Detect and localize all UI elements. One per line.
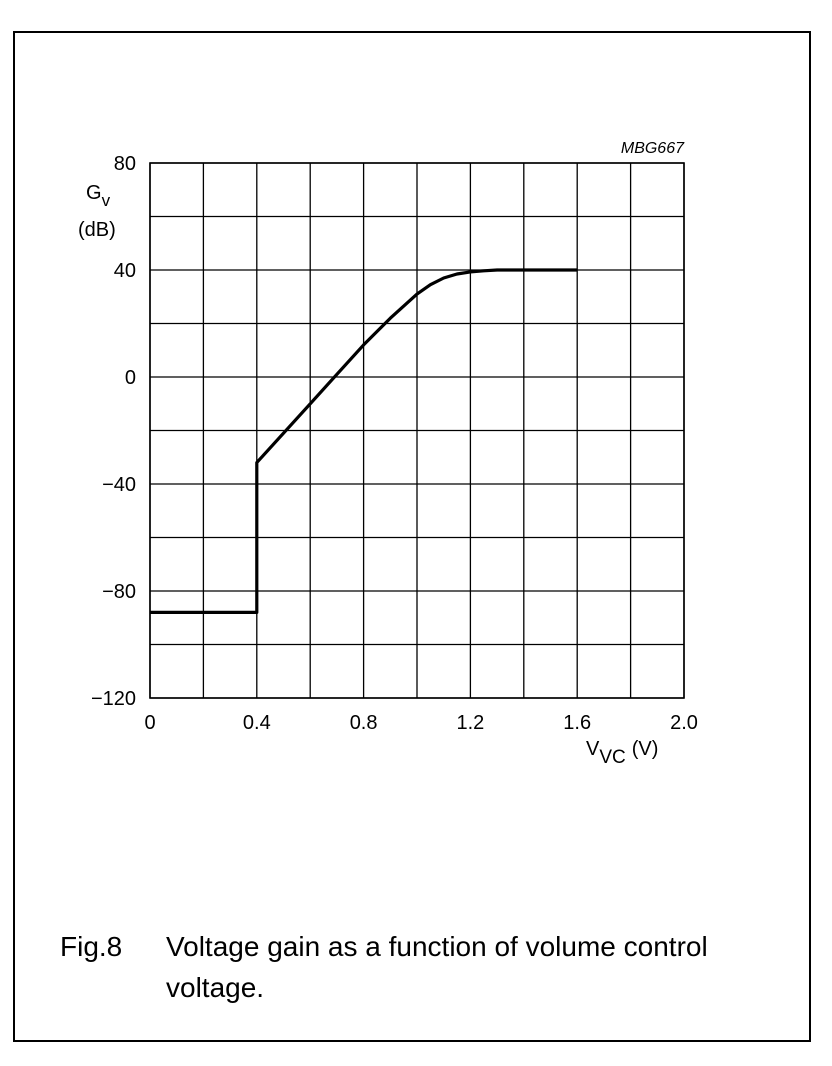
- x-axis-label-main: V: [586, 738, 600, 760]
- y-tick-label: 40: [114, 260, 136, 282]
- caption-text: Voltage gain as a function of volume con…: [166, 931, 708, 1003]
- figure-code: MBG667: [621, 140, 685, 157]
- x-axis-label: VVC (V): [586, 738, 658, 768]
- y-axis-label-subscript: v: [102, 191, 111, 210]
- x-tick-label: 0.4: [243, 712, 271, 734]
- x-tick-label: 1.6: [563, 712, 591, 734]
- y-tick-label: 80: [114, 153, 136, 175]
- x-tick-label: 0.8: [350, 712, 378, 734]
- chart-grid: [149, 162, 685, 699]
- figure-frame: [13, 31, 811, 1042]
- y-tick-label: 0: [125, 367, 136, 389]
- plot-area-border: [149, 162, 685, 699]
- x-tick-labels: 0 0.4 0.8 1.2 1.6 2.0: [144, 712, 697, 734]
- y-tick-label: −120: [91, 688, 136, 710]
- gain-curve: [150, 268, 578, 615]
- y-axis-unit: (dB): [78, 219, 116, 241]
- x-axis-label-unit: (V): [632, 738, 659, 760]
- x-axis-label-subscript: VC: [599, 747, 625, 768]
- x-tick-label: 1.2: [456, 712, 484, 734]
- x-tick-label: 0: [144, 712, 155, 734]
- y-axis-label-main: G: [86, 182, 102, 204]
- y-tick-label: −40: [102, 474, 136, 496]
- x-tick-label: 2.0: [670, 712, 698, 734]
- y-tick-labels: 80 40 0 −40 −80 −120: [91, 153, 136, 710]
- chart-series: [150, 268, 578, 615]
- y-tick-label: −80: [102, 581, 136, 603]
- caption-label: Fig.8: [60, 931, 123, 962]
- y-axis-label: Gv: [86, 182, 111, 210]
